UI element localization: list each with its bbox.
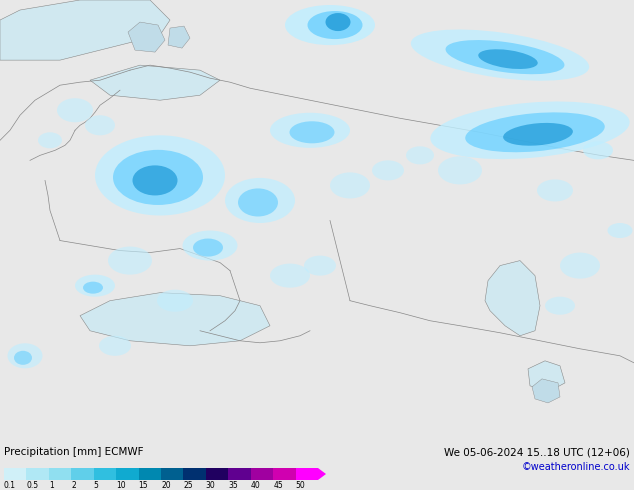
Polygon shape [532, 379, 560, 403]
Text: 10: 10 [116, 481, 126, 490]
Ellipse shape [83, 282, 103, 294]
Ellipse shape [8, 343, 42, 368]
Ellipse shape [38, 132, 62, 148]
Ellipse shape [193, 239, 223, 257]
Text: ©weatheronline.co.uk: ©weatheronline.co.uk [522, 462, 630, 472]
Bar [139, 468, 161, 480]
Bar [71, 468, 94, 480]
Ellipse shape [430, 101, 630, 159]
Text: 45: 45 [273, 481, 283, 490]
Text: 2: 2 [71, 481, 76, 490]
Ellipse shape [406, 147, 434, 164]
Bar [183, 468, 206, 480]
Ellipse shape [57, 98, 93, 122]
Ellipse shape [438, 156, 482, 184]
Text: 50: 50 [295, 481, 306, 490]
Ellipse shape [545, 296, 575, 315]
Bar [116, 468, 139, 480]
Ellipse shape [108, 246, 152, 274]
Ellipse shape [372, 160, 404, 180]
Bar [250, 468, 273, 480]
Ellipse shape [560, 252, 600, 279]
Ellipse shape [446, 40, 564, 74]
Text: 15: 15 [139, 481, 148, 490]
Ellipse shape [157, 290, 193, 312]
Ellipse shape [465, 112, 605, 152]
Text: 5: 5 [94, 481, 99, 490]
Ellipse shape [503, 123, 573, 146]
Text: Precipitation [mm] ECMWF: Precipitation [mm] ECMWF [4, 447, 143, 457]
Polygon shape [485, 261, 540, 336]
Ellipse shape [14, 351, 32, 365]
Bar [161, 468, 183, 480]
Polygon shape [0, 0, 170, 60]
Bar [4, 468, 27, 480]
Text: 25: 25 [183, 481, 193, 490]
Bar [228, 468, 250, 480]
Text: 30: 30 [206, 481, 216, 490]
Text: 0.1: 0.1 [4, 481, 16, 490]
Ellipse shape [183, 230, 238, 261]
Text: 35: 35 [228, 481, 238, 490]
Ellipse shape [330, 172, 370, 198]
Ellipse shape [85, 115, 115, 135]
Text: 0.5: 0.5 [27, 481, 39, 490]
Ellipse shape [411, 29, 589, 81]
Polygon shape [168, 26, 190, 48]
Ellipse shape [307, 11, 363, 39]
Ellipse shape [583, 141, 613, 159]
Ellipse shape [113, 150, 203, 205]
Ellipse shape [325, 13, 351, 31]
Text: 40: 40 [250, 481, 261, 490]
Ellipse shape [95, 135, 225, 216]
Bar [206, 468, 228, 480]
Ellipse shape [99, 336, 131, 356]
Text: 20: 20 [161, 481, 171, 490]
Ellipse shape [225, 178, 295, 223]
Text: 1: 1 [49, 481, 54, 490]
Polygon shape [80, 293, 270, 346]
Ellipse shape [285, 5, 375, 45]
Bar [295, 468, 318, 480]
Ellipse shape [75, 274, 115, 296]
Polygon shape [318, 468, 326, 480]
Bar [273, 468, 295, 480]
Bar [27, 468, 49, 480]
Text: We 05-06-2024 15..18 UTC (12+06): We 05-06-2024 15..18 UTC (12+06) [444, 447, 630, 457]
Bar [49, 468, 71, 480]
Ellipse shape [270, 264, 310, 288]
Polygon shape [128, 22, 165, 52]
Ellipse shape [304, 256, 336, 275]
Polygon shape [528, 361, 565, 391]
Ellipse shape [537, 179, 573, 201]
Ellipse shape [133, 165, 178, 196]
Ellipse shape [290, 122, 335, 143]
Ellipse shape [478, 49, 538, 69]
Polygon shape [90, 65, 220, 100]
Bar [94, 468, 116, 480]
Ellipse shape [238, 189, 278, 217]
Ellipse shape [270, 113, 350, 148]
Ellipse shape [607, 223, 633, 238]
